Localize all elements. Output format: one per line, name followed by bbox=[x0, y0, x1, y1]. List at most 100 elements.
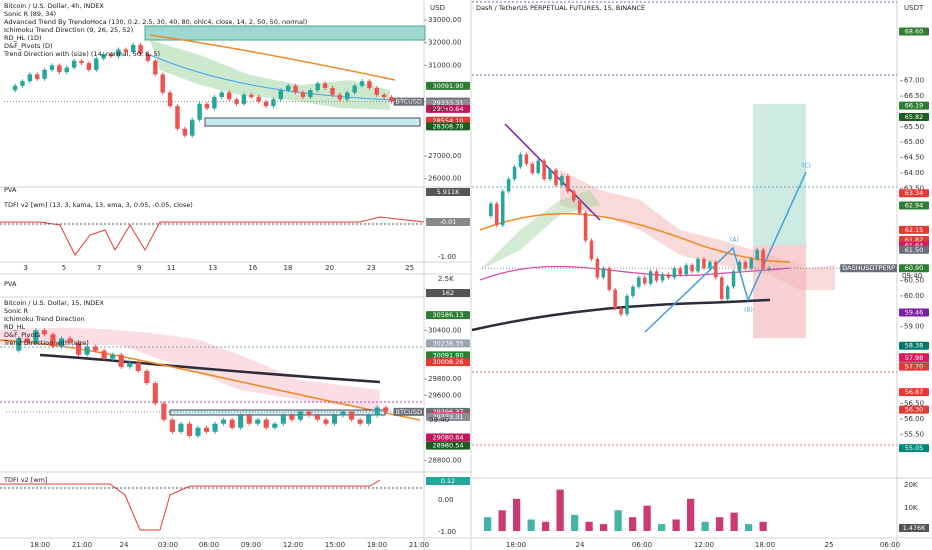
price-tick-label: 59.00 bbox=[904, 323, 924, 331]
candle bbox=[619, 308, 623, 315]
candle bbox=[190, 119, 195, 136]
price-tag-label: 58.38 bbox=[905, 342, 924, 350]
volume-bar bbox=[556, 489, 564, 531]
time-label: 13 bbox=[208, 264, 217, 272]
indicator-value: 2.5K bbox=[438, 275, 454, 283]
candle bbox=[666, 274, 671, 278]
candle bbox=[280, 415, 286, 424]
volume-bar bbox=[687, 498, 695, 531]
candle bbox=[589, 240, 594, 260]
countdown: 09:40 bbox=[429, 416, 449, 424]
volume-bar bbox=[730, 512, 738, 531]
candle bbox=[278, 90, 284, 100]
price-tag-label: 30238.35 bbox=[432, 339, 463, 347]
candle bbox=[684, 265, 688, 275]
candle bbox=[500, 191, 505, 226]
time-label: 9 bbox=[137, 264, 141, 272]
price-tag-label: 62.15 bbox=[905, 226, 924, 234]
price-tag-label: 29333.31 bbox=[432, 99, 463, 107]
candle bbox=[57, 65, 62, 73]
candle bbox=[161, 403, 167, 420]
moving-average bbox=[149, 54, 396, 101]
time-label: 11 bbox=[167, 264, 176, 272]
candle bbox=[203, 427, 210, 432]
value-tag bbox=[899, 524, 929, 532]
candle bbox=[554, 169, 558, 186]
candle bbox=[755, 249, 759, 260]
price-tick-label: 31000.00 bbox=[428, 61, 461, 69]
moving-average bbox=[0, 339, 421, 421]
candle bbox=[367, 81, 372, 88]
candle bbox=[297, 411, 303, 420]
candle bbox=[195, 427, 201, 436]
candle bbox=[197, 103, 202, 120]
price-tag-label: 29396.37 bbox=[432, 408, 463, 416]
price-tag-label: 59.46 bbox=[905, 309, 924, 317]
candle bbox=[381, 94, 387, 98]
trend-line bbox=[504, 123, 601, 221]
price-tag-label: 29333.31 bbox=[432, 413, 463, 421]
candle bbox=[340, 411, 346, 416]
price-tick-label: 66.50 bbox=[904, 92, 924, 100]
candle bbox=[234, 99, 239, 104]
candle bbox=[548, 169, 552, 180]
time-label: 5 bbox=[62, 264, 66, 272]
candle bbox=[678, 268, 683, 275]
time-label: 20 bbox=[325, 264, 334, 272]
volume-bar bbox=[672, 519, 680, 531]
candle bbox=[75, 342, 82, 355]
tdfi-line bbox=[0, 479, 381, 531]
cloud bbox=[0, 328, 380, 410]
candle bbox=[761, 249, 765, 269]
volume-bar bbox=[701, 521, 709, 531]
candle bbox=[571, 191, 576, 201]
candle bbox=[289, 415, 295, 420]
candle bbox=[12, 85, 18, 91]
candle bbox=[648, 271, 653, 284]
candle bbox=[524, 154, 529, 164]
candle bbox=[20, 81, 25, 86]
candle bbox=[512, 166, 517, 180]
candle bbox=[536, 160, 540, 173]
value-tag bbox=[426, 289, 470, 297]
candle bbox=[330, 87, 335, 95]
price-tag-label: 28980.54 bbox=[432, 442, 463, 450]
zone-box bbox=[169, 409, 386, 416]
price-tag-label: 61.64 bbox=[905, 241, 924, 249]
price-tag-label: 57.70 bbox=[905, 363, 924, 371]
candle bbox=[58, 338, 65, 347]
moving-average bbox=[471, 298, 771, 332]
price-tag-label: 61.50 bbox=[905, 246, 924, 254]
volume-bar bbox=[658, 524, 666, 531]
candle bbox=[749, 259, 754, 269]
price-tag-label: 56.30 bbox=[905, 406, 924, 414]
price-tag bbox=[426, 104, 470, 113]
candle bbox=[300, 92, 306, 98]
candle bbox=[93, 346, 99, 351]
candle bbox=[108, 53, 114, 57]
price-tick-label: 63.50 bbox=[904, 184, 924, 192]
candle bbox=[152, 383, 158, 404]
candle bbox=[767, 268, 771, 270]
time-label: 15:00 bbox=[325, 541, 345, 549]
candle bbox=[530, 163, 535, 173]
volume-bar bbox=[745, 524, 753, 531]
price-tag-label: 28308.78 bbox=[432, 122, 463, 130]
candle bbox=[24, 338, 30, 343]
candle bbox=[186, 423, 193, 436]
candle bbox=[101, 53, 106, 59]
chart-title: Bitcoin / U.S. Dollar, 15, INDEX bbox=[4, 299, 104, 307]
price-tag bbox=[426, 81, 470, 90]
candle bbox=[566, 176, 570, 192]
price-tick-label: 32000.00 bbox=[428, 39, 461, 47]
countdown: 09:40 bbox=[902, 272, 922, 280]
value-tag bbox=[426, 477, 470, 485]
candle bbox=[308, 90, 313, 98]
price-tick-label: 28800.00 bbox=[428, 456, 461, 464]
volume-bar bbox=[716, 517, 724, 531]
candle bbox=[642, 277, 647, 284]
candle bbox=[263, 101, 269, 107]
price-tick-label: 27000.00 bbox=[428, 152, 461, 160]
candle bbox=[625, 295, 629, 315]
price-tag-label: 29080.64 bbox=[432, 105, 463, 113]
